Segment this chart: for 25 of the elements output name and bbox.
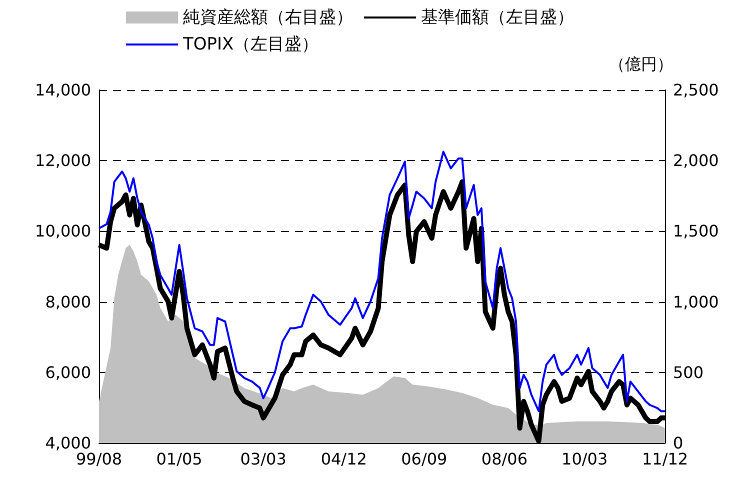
y2-tick-label: 1,000: [673, 292, 719, 312]
y-tick-label: 6,000: [45, 362, 91, 382]
y-tick-label: 12,000: [35, 151, 91, 170]
y2-tick-label: 2,000: [673, 151, 719, 170]
line-series: [98, 150, 666, 412]
x-tick-label: 04/12: [320, 450, 367, 468]
x-tick-label: 10/03: [562, 450, 608, 468]
y2-tick-label: 500: [673, 362, 704, 382]
x-tick-label: 11/12: [642, 450, 688, 468]
x-tick-label: 99/08: [76, 450, 122, 468]
y-tick-label: 8,000: [45, 292, 91, 312]
legend-label: 純資産総額（右目盛）: [183, 8, 353, 28]
y2-tick-label: 0: [673, 434, 684, 452]
y2-tick-label: 1,500: [673, 222, 719, 241]
x-tick-label: 03/03: [240, 450, 286, 468]
x-tick-label: 06/09: [401, 450, 448, 468]
y-tick-label: 4,000: [45, 434, 91, 452]
y-tick-label: 10,000: [35, 222, 91, 241]
y2-axis-title: （億円）: [609, 54, 673, 74]
y2-tick-label: 2,500: [673, 80, 719, 100]
x-tick-label: 08/06: [481, 450, 528, 468]
y-tick-label: 14,000: [35, 80, 91, 100]
legend-label: 基準価額（左目盛）: [421, 8, 574, 28]
x-tick-label: 01/05: [156, 450, 202, 468]
legend-label: TOPIX（左目盛）: [182, 34, 319, 54]
